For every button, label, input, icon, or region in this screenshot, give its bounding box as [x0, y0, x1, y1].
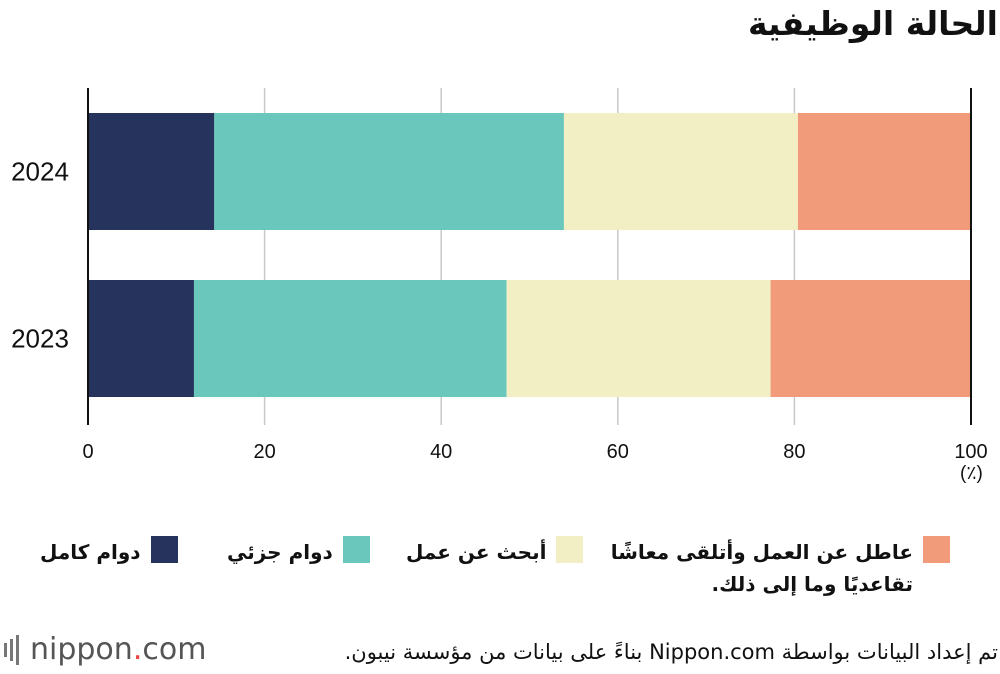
bar-2023-series-2 — [506, 280, 771, 397]
legend-label: عاطل عن العمل وأتلقى معاشًا تقاعديًا وما… — [610, 540, 913, 596]
legend-label: دوام كامل — [40, 540, 141, 564]
legend-swatch — [556, 536, 584, 563]
category-label-2024: 2024 — [11, 157, 69, 187]
x-tick-20: 20 — [253, 441, 275, 463]
legend-item-unemployed-pension: عاطل عن العمل وأتلقى معاشًا تقاعديًا وما… — [608, 536, 950, 600]
data-source-note: تم إعداد البيانات بواسطة Nippon.com بناء… — [344, 640, 998, 664]
bar-2024-series-0 — [88, 113, 215, 230]
x-tick-labels: 0 20 40 60 80 100 — [82, 441, 987, 463]
legend-swatch — [342, 536, 370, 563]
x-tick-60: 60 — [607, 441, 629, 463]
x-tick-100: 100 — [954, 441, 987, 463]
legend: دوام كامل دوام جزئي أبحث عن عمل عاطل عن … — [0, 536, 1000, 606]
legend-label: أبحث عن عمل — [406, 540, 547, 564]
bar-2023-series-3 — [770, 280, 971, 397]
bars — [88, 113, 971, 397]
unit-label: (٪) — [960, 463, 983, 484]
bar-2024-series-1 — [214, 113, 564, 230]
bar-2024-series-2 — [563, 113, 798, 230]
legend-item-full-time: دوام كامل — [40, 536, 178, 568]
logo-dot: . — [132, 632, 143, 667]
bar-2024-series-3 — [797, 113, 971, 230]
axes — [87, 88, 972, 425]
legend-swatch — [150, 536, 178, 563]
category-label-2023: 2023 — [11, 324, 69, 354]
bar-2023-series-0 — [88, 280, 194, 397]
legend-label: دوام جزئي — [227, 540, 333, 564]
logo-bars-icon — [4, 634, 22, 665]
x-tick-80: 80 — [783, 441, 805, 463]
chart-title: الحالة الوظيفية — [748, 4, 998, 43]
category-labels: 2024 2023 — [11, 157, 69, 354]
stacked-bar-chart: 0 20 40 60 80 100 2024 2023 — [11, 88, 988, 463]
x-tick-40: 40 — [430, 441, 452, 463]
legend-swatch — [923, 536, 950, 563]
logo-text: nippon — [30, 632, 133, 667]
bar-2023-series-1 — [193, 280, 507, 397]
logo-suffix: com — [142, 632, 207, 667]
nippon-logo: nippon. com — [4, 632, 206, 667]
legend-item-job-seeking: أبحث عن عمل — [406, 536, 584, 568]
x-tick-0: 0 — [82, 441, 93, 463]
legend-item-part-time: دوام جزئي — [227, 536, 370, 568]
